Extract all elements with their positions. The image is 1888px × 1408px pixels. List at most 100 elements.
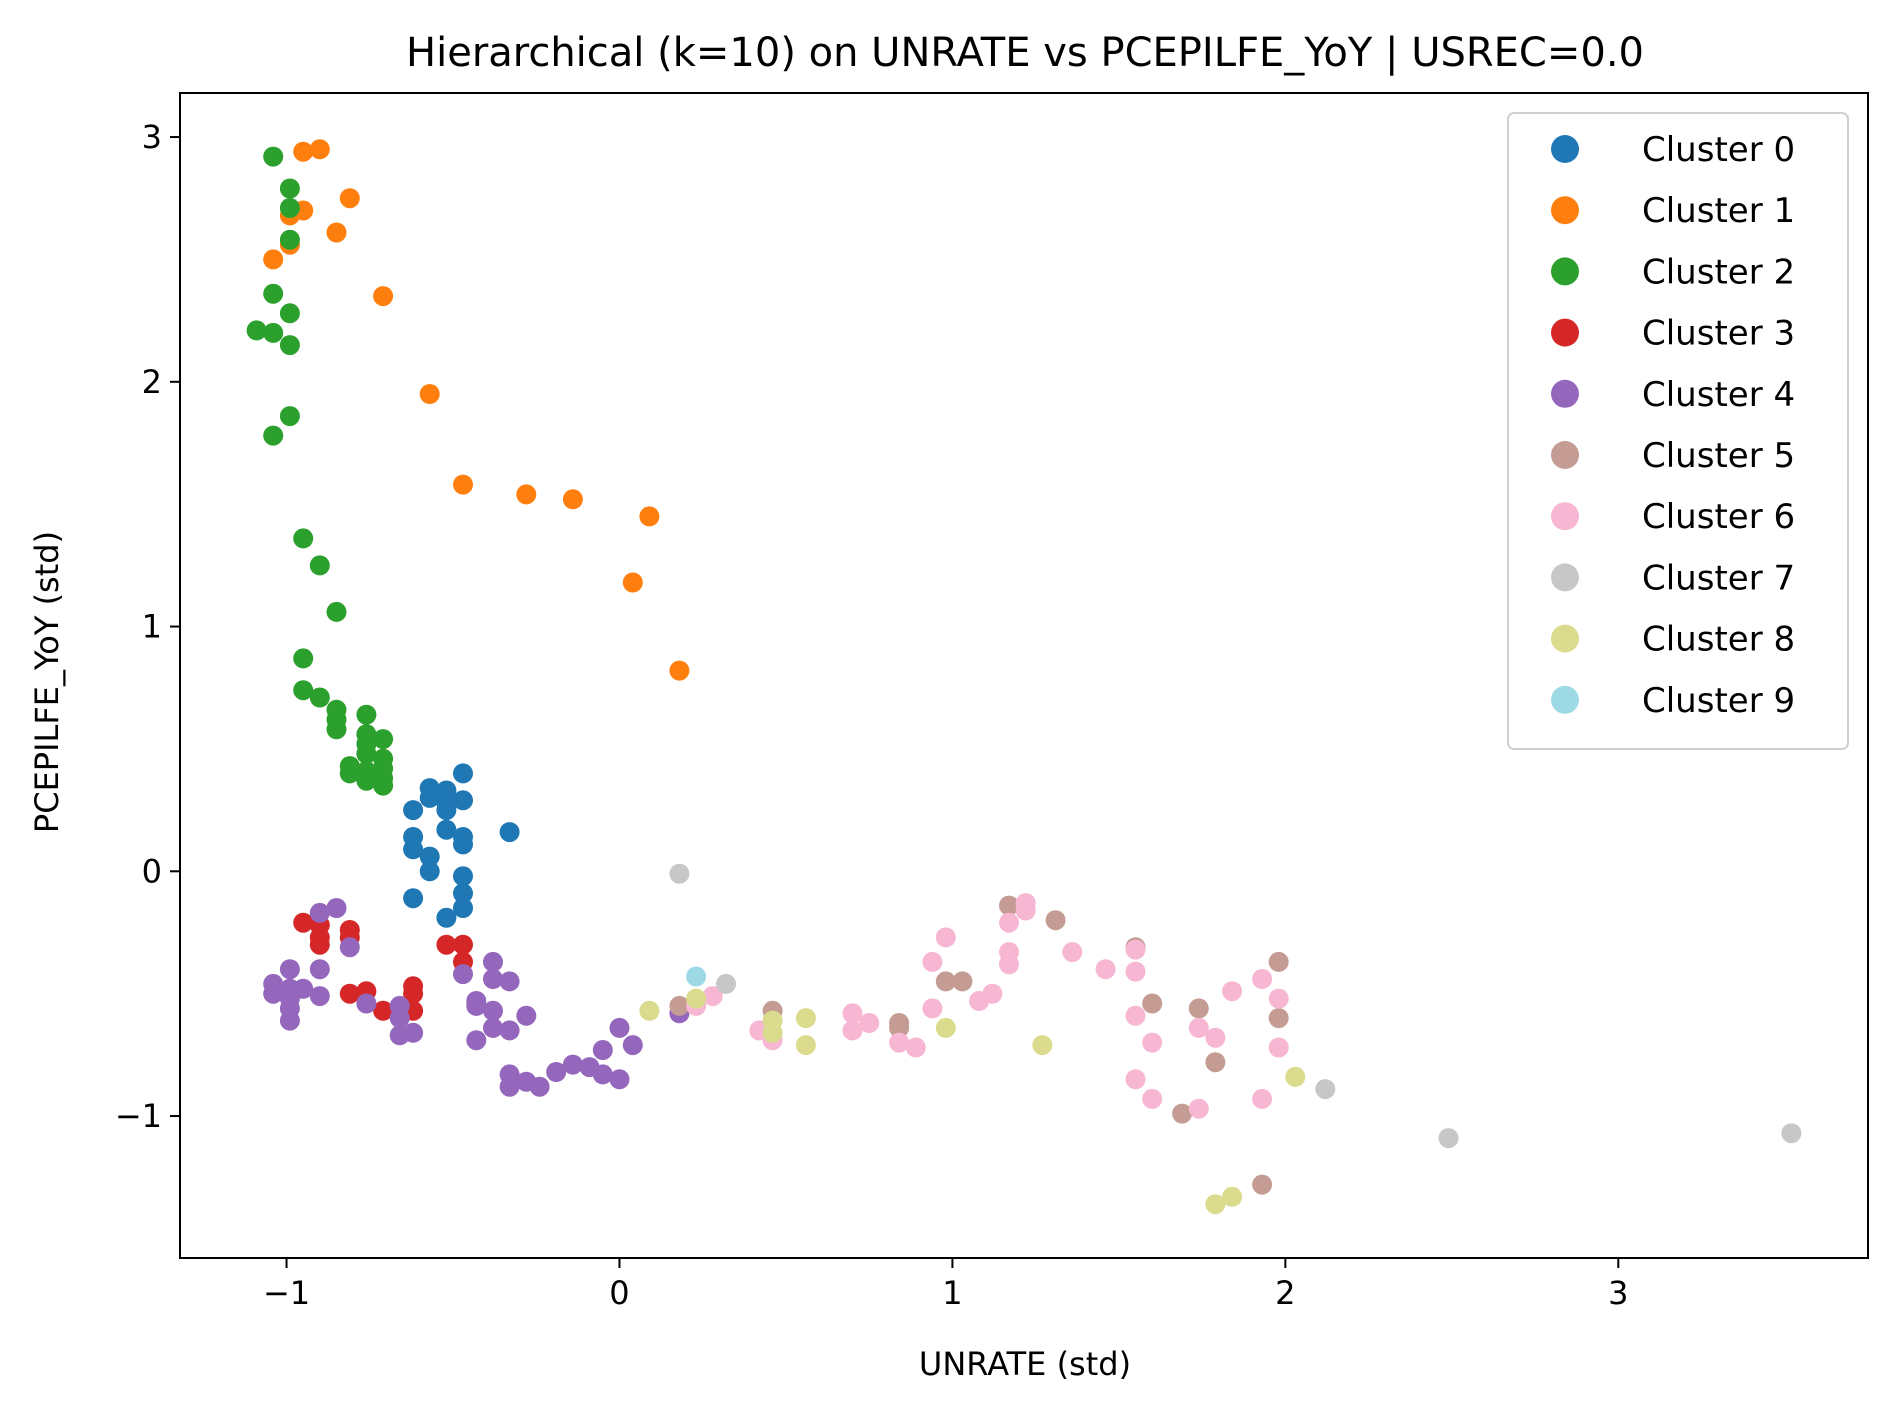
point-cluster-4-36 — [592, 1064, 613, 1085]
point-cluster-5-9 — [1142, 993, 1163, 1014]
x-tick-label: 1 — [942, 1274, 962, 1312]
point-cluster-6-11 — [935, 927, 956, 948]
point-cluster-6-23 — [1125, 1005, 1146, 1026]
point-cluster-0-10 — [419, 846, 440, 867]
point-cluster-4-0 — [309, 902, 330, 923]
point-cluster-2-2 — [279, 198, 300, 218]
legend-marker-cluster-6 — [1551, 502, 1579, 531]
point-cluster-1-14 — [622, 572, 643, 593]
point-cluster-8-8 — [1285, 1066, 1306, 1087]
legend-label-cluster-6: Cluster 6 — [1642, 497, 1795, 537]
point-cluster-7-1 — [716, 973, 736, 994]
point-cluster-0-18 — [436, 907, 457, 928]
point-cluster-1-12 — [562, 489, 583, 510]
point-cluster-4-23 — [483, 969, 503, 989]
point-cluster-4-18 — [453, 964, 473, 985]
point-cluster-6-27 — [1188, 1017, 1209, 1038]
point-cluster-4-12 — [309, 986, 330, 1007]
legend-label-cluster-2: Cluster 2 — [1642, 252, 1795, 292]
point-cluster-6-18 — [1015, 900, 1036, 921]
point-cluster-6-5 — [842, 1020, 863, 1041]
point-cluster-8-3 — [762, 1022, 783, 1043]
chart-title: Hierarchical (k=10) on UNRATE vs PCEPILF… — [406, 30, 1644, 76]
point-cluster-4-13 — [356, 993, 377, 1014]
y-tick-label: 1 — [142, 608, 162, 646]
point-cluster-2-20 — [356, 704, 377, 725]
point-cluster-3-0 — [293, 912, 314, 933]
legend-marker-cluster-3 — [1551, 318, 1579, 347]
point-cluster-6-25 — [1142, 1032, 1163, 1053]
point-cluster-2-1 — [279, 178, 300, 199]
point-cluster-8-5 — [795, 1035, 816, 1056]
point-cluster-6-26 — [1142, 1088, 1163, 1109]
points-layer — [246, 139, 1802, 1215]
point-cluster-2-9 — [279, 406, 300, 427]
point-cluster-4-5 — [279, 959, 300, 980]
point-cluster-5-5 — [952, 971, 973, 992]
point-cluster-2-16 — [309, 687, 330, 708]
series-cluster-5 — [669, 895, 1289, 1195]
point-cluster-6-19 — [1062, 942, 1083, 963]
point-cluster-0-19 — [403, 888, 424, 909]
point-cluster-2-30 — [356, 770, 377, 791]
point-cluster-6-1 — [702, 986, 723, 1007]
point-cluster-1-13 — [639, 506, 660, 527]
point-cluster-3-8 — [373, 1000, 394, 1021]
point-cluster-6-7 — [889, 1032, 910, 1053]
legend-marker-cluster-9 — [1551, 685, 1579, 714]
point-cluster-5-0 — [669, 995, 690, 1016]
point-cluster-6-30 — [1222, 981, 1243, 1002]
legend-label-cluster-0: Cluster 0 — [1642, 130, 1795, 170]
legend-marker-cluster-1 — [1551, 196, 1579, 225]
point-cluster-6-28 — [1188, 1098, 1209, 1119]
point-cluster-0-11 — [419, 861, 440, 882]
point-cluster-6-24 — [1125, 1069, 1146, 1090]
point-cluster-2-24 — [373, 729, 394, 750]
point-cluster-4-34 — [562, 1054, 583, 1075]
legend-label-cluster-5: Cluster 5 — [1642, 436, 1795, 476]
point-cluster-4-22 — [483, 951, 503, 972]
y-tick-label: −1 — [115, 1097, 162, 1135]
point-cluster-2-14 — [293, 648, 314, 669]
point-cluster-0-20 — [499, 822, 520, 843]
legend-marker-cluster-2 — [1551, 257, 1579, 286]
point-cluster-5-4 — [935, 971, 956, 992]
plot-frame — [179, 92, 1869, 1259]
point-cluster-2-4 — [263, 283, 284, 304]
point-cluster-0-6 — [453, 790, 473, 811]
point-cluster-3-6 — [339, 983, 360, 1004]
legend-label-cluster-8: Cluster 8 — [1642, 620, 1795, 660]
point-cluster-3-10 — [403, 983, 424, 1004]
point-cluster-3-13 — [453, 934, 473, 955]
point-cluster-7-4 — [1781, 1123, 1802, 1144]
point-cluster-0-5 — [453, 763, 473, 784]
point-cluster-4-20 — [466, 995, 487, 1016]
legend-label-cluster-9: Cluster 9 — [1642, 681, 1795, 721]
x-tick-label: −1 — [263, 1274, 310, 1312]
y-tick-label: 0 — [142, 852, 162, 890]
point-cluster-4-37 — [609, 1069, 630, 1090]
point-cluster-4-40 — [622, 1035, 643, 1056]
point-cluster-6-13 — [982, 983, 1003, 1004]
legend-label-cluster-3: Cluster 3 — [1642, 314, 1795, 354]
y-tick-label: 3 — [142, 118, 162, 156]
point-cluster-5-14 — [1268, 1008, 1289, 1029]
point-cluster-7-3 — [1438, 1128, 1459, 1149]
point-cluster-0-9 — [403, 839, 424, 860]
point-cluster-4-2 — [339, 937, 360, 958]
y-tick-label: 2 — [142, 363, 162, 401]
point-cluster-8-10 — [1222, 1186, 1243, 1207]
point-cluster-4-21 — [466, 1030, 487, 1051]
point-cluster-2-11 — [293, 528, 314, 549]
legend-marker-cluster-0 — [1551, 135, 1579, 163]
point-cluster-1-1 — [309, 139, 330, 160]
point-cluster-4-15 — [389, 1008, 410, 1029]
point-cluster-1-10 — [453, 474, 473, 495]
legend: Cluster 0 Cluster 1 Cluster 2 Cluster 3 Clus… — [1507, 112, 1849, 750]
legend-box — [1507, 112, 1849, 750]
point-cluster-2-3 — [279, 229, 300, 250]
legend-label-cluster-4: Cluster 4 — [1642, 375, 1795, 415]
point-cluster-4-28 — [516, 1005, 537, 1026]
point-cluster-6-9 — [922, 951, 943, 972]
